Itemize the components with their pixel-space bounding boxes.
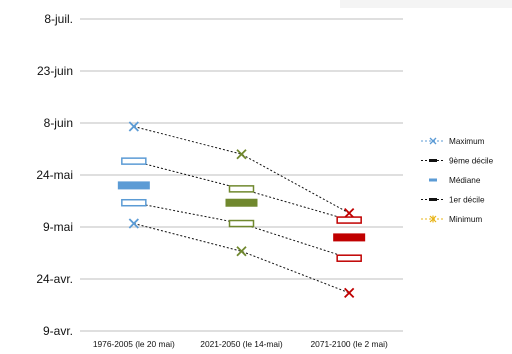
connector-lines [133, 125, 350, 294]
y-tick-label: 24-avr. [36, 272, 73, 286]
legend-item: Médiane [429, 176, 481, 185]
median-marker [333, 233, 366, 242]
legend-item: Maximum [421, 137, 485, 146]
x-tick-label: 2071-2100 (le 2 mai) [311, 339, 388, 349]
y-axis: 9-avr. 24-avr. 9-mai 24-mai 8-juin 23-juin 8-j… [36, 12, 73, 338]
x-marker [128, 121, 139, 132]
legend: Maximum 9ème décile Médiane 1er décile Minim… [421, 137, 494, 224]
x-marker [236, 246, 247, 257]
x-tick-label: 2021-2050 (le 14-mai) [200, 339, 283, 349]
x-axis: 1976-2005 (le 20 mai) 2021-2050 (le 14-ma… [93, 339, 388, 349]
decile-marker [336, 216, 362, 224]
series-line [133, 125, 350, 214]
y-tick-label: 8-juil. [44, 12, 73, 26]
top-band [340, 0, 512, 8]
y-tick-label: 9-avr. [43, 324, 73, 338]
decile-marker [121, 198, 147, 207]
x-marker [236, 149, 247, 160]
legend-label: 9ème décile [449, 157, 494, 166]
series-line [133, 160, 350, 221]
decile-marker [121, 157, 147, 165]
legend-label: Maximum [449, 137, 485, 146]
series-line [133, 223, 350, 294]
median-marker [225, 198, 258, 207]
legend-label: Minimum [449, 215, 482, 224]
y-tick-label: 9-mai [43, 220, 73, 234]
legend-item: 9ème décile [421, 157, 494, 166]
y-tick-label: 24-mai [36, 168, 73, 182]
legend-item: 1er décile [421, 196, 485, 205]
x-marker [344, 207, 355, 219]
decile-marker [336, 254, 362, 262]
y-tick-label: 8-juin [44, 116, 73, 130]
decile-marker [228, 219, 255, 228]
median-marker [117, 181, 150, 190]
legend-item: Minimum [421, 215, 482, 224]
data-marks [117, 121, 366, 299]
x-marker [128, 218, 139, 229]
legend-label: 1er décile [449, 196, 485, 205]
x-tick-label: 1976-2005 (le 20 mai) [93, 339, 175, 349]
x-marker [344, 287, 355, 299]
legend-label: Médiane [449, 176, 481, 185]
decile-marker [228, 185, 255, 193]
y-tick-label: 23-juin [37, 64, 73, 78]
grid [80, 18, 403, 332]
